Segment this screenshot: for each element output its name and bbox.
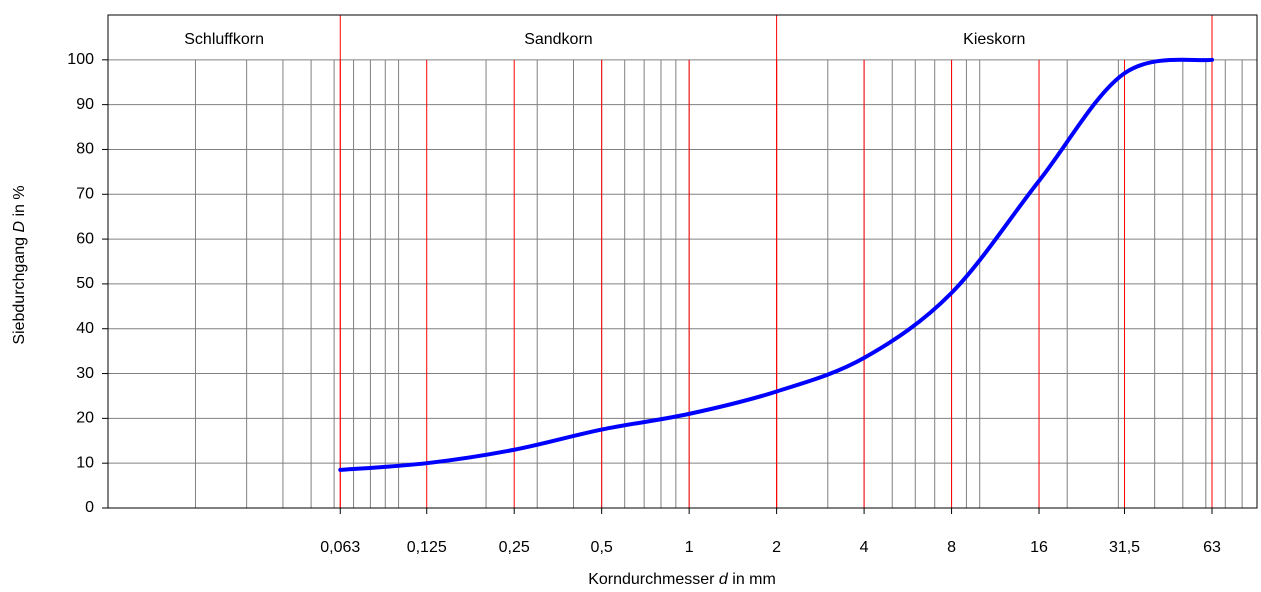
zone-label: Sandkorn xyxy=(524,31,593,48)
y-tick-label: 80 xyxy=(76,141,94,158)
y-tick-label: 90 xyxy=(76,96,94,113)
y-tick-label: 0 xyxy=(85,499,94,516)
x-title-part: in mm xyxy=(728,571,776,588)
y-tick-label: 100 xyxy=(67,51,94,68)
x-title-part: d xyxy=(719,571,729,588)
y-tick-label: 40 xyxy=(76,320,94,337)
x-tick-label: 0,25 xyxy=(499,539,530,556)
x-tick-label: 16 xyxy=(1030,539,1048,556)
x-tick-label: 0,063 xyxy=(320,539,360,556)
x-tick-label: 63 xyxy=(1203,539,1221,556)
zone-label: Schluffkorn xyxy=(184,31,264,48)
y-title-part: in % xyxy=(11,185,28,221)
x-tick-label: 0,5 xyxy=(591,539,613,556)
grid xyxy=(108,15,1257,509)
y-tick-label: 60 xyxy=(76,230,94,247)
y-title-part: Siebdurchgang xyxy=(11,233,28,345)
zone-label: Kieskorn xyxy=(963,31,1025,48)
x-tick-label: 4 xyxy=(860,539,869,556)
x-tick-label: 2 xyxy=(772,539,781,556)
y-tick-label: 20 xyxy=(76,410,94,427)
x-tick-label: 1 xyxy=(685,539,694,556)
x-tick-label: 8 xyxy=(947,539,956,556)
x-tick-label: 31,5 xyxy=(1109,539,1140,556)
series-line xyxy=(338,57,1214,472)
y-tick-label: 50 xyxy=(76,275,94,292)
y-tick-label: 70 xyxy=(76,185,94,202)
x-tick-label: 0,125 xyxy=(407,539,447,556)
y-axis-title: Siebdurchgang D in % xyxy=(11,185,28,344)
plot-frame xyxy=(107,14,1258,509)
y-tick-label: 30 xyxy=(76,365,94,382)
x-axis-title: Korndurchmesser d in mm xyxy=(588,571,776,588)
y-tick-label: 10 xyxy=(76,454,94,471)
y-title-part: D xyxy=(11,221,28,233)
x-title-part: Korndurchmesser xyxy=(588,571,719,588)
